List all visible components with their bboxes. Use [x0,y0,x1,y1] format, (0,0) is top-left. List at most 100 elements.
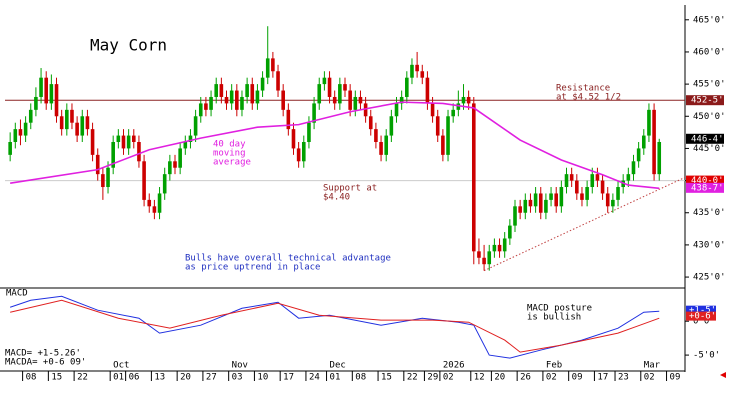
x-tick-label: 08 [355,373,366,383]
candle-body [420,71,425,78]
candle-body [80,116,85,136]
candle-body [647,109,651,136]
month-label: Mar [644,361,661,371]
annotation: MACD posture [527,304,592,314]
candle-body [317,84,322,104]
x-tick-label: 02 [443,373,454,383]
candle-body [389,116,394,136]
macd-readout: MACD= +1-5.26' [5,349,81,359]
x-tick-label: 20 [180,373,191,383]
candle-body [245,84,249,97]
candle-body [549,193,553,200]
candle-body [332,96,337,104]
y-tick-label: 430'0' [693,240,726,250]
candle-body [265,58,270,78]
scroll-arrow[interactable] [720,372,726,378]
candle-body [636,148,641,162]
x-tick-label: 12 [474,373,485,383]
price-tag-label: 446-4' [691,134,724,144]
candle-body [70,109,74,123]
price-tag-label: 438-7' [691,183,724,193]
candle-body [219,84,224,97]
candle-body [90,129,95,155]
candle-body [142,161,146,200]
x-tick-label: 17 [597,373,608,383]
price-tag [686,95,724,106]
annotation: moving [213,149,246,159]
candle-body [451,109,455,117]
macd-tag [686,305,716,315]
candle-body [28,109,33,123]
candle-body [224,96,229,104]
candle-body [39,77,43,97]
x-tick-label: 08 [26,373,37,383]
candle-body [497,244,502,252]
annotation: Support at [323,184,377,194]
x-tick-label: 26 [520,373,531,383]
candle-body [260,77,265,91]
annotation: Bulls have overall technical advantage [185,254,391,264]
candle-body [23,122,28,136]
x-tick-label: 02 [644,373,655,383]
candle-body [338,84,342,104]
candle-body [456,103,461,110]
x-tick-label: 24 [309,373,320,383]
candle-body [575,180,579,194]
candle-body [173,161,177,168]
candle-body [34,96,38,110]
candle-body [544,199,548,213]
candle-body [641,135,646,149]
candle-body [528,199,533,207]
candle-body [307,122,311,142]
candle-body [13,129,18,142]
candle-body [255,90,260,104]
candle-body [405,77,409,97]
y-tick-label: 435'0' [693,208,726,218]
candle-body [590,174,595,188]
candle-body [343,84,347,91]
candle-body [152,206,157,213]
macd-tag-label: +0-6' [689,312,716,322]
candle-body [631,161,636,175]
candle-body [157,193,162,213]
candle-body [168,161,172,175]
candle-body [59,116,64,130]
annotation: is bullish [527,313,581,323]
candle-body [276,71,280,91]
candle-body [286,109,291,130]
candle-body [235,90,239,110]
macd-readout: MACDA= +0-6 09' [5,358,86,368]
candle-body [183,141,188,149]
annotation: as price uptrend in place [185,263,320,273]
candle-body [523,199,528,213]
candle-body [250,84,255,104]
macd-tag [686,311,716,321]
candle-body [358,96,363,104]
candle-body [374,129,378,142]
candle-body [585,187,589,200]
x-tick-label: 10 [257,373,268,383]
y-tick-label: 445'0' [693,144,726,154]
candle-body [49,84,54,104]
candle-body [508,225,512,239]
candle-body [595,174,600,181]
x-tick-label: 09 [572,373,583,383]
y-tick-label: 460'0' [693,47,726,57]
candle-body [410,64,414,78]
x-tick-label: 22 [77,373,88,383]
candle-body [204,103,208,110]
x-tick-label: 20 [494,373,505,383]
annotation: average [213,158,251,168]
candle-body [482,257,486,265]
price-tag [686,182,724,193]
month-label: Dec [330,361,346,371]
candle-body [513,206,517,226]
candle-body [188,135,193,142]
x-tick-label: 02 [546,373,557,383]
candle-body [538,193,543,213]
price-tag-label: 440-0' [691,176,724,186]
candle-body [101,174,105,188]
candle-body [616,187,620,200]
